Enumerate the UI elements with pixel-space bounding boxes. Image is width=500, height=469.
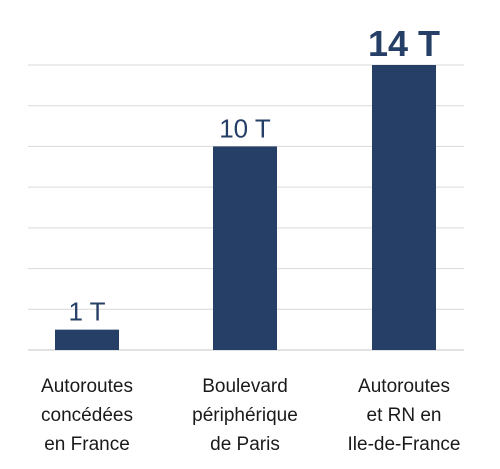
bar [213,146,277,350]
bars [55,65,436,350]
bar [55,329,119,350]
category-label: Autoroutes [358,376,450,397]
data-label: 14 T [368,23,440,64]
category-label: concédées [41,405,133,426]
data-label: 10 T [219,113,271,143]
category-label: Ile-de-France [348,434,461,455]
category-label: de Paris [210,434,280,455]
bar [372,65,436,350]
data-label: 1 T [68,297,105,327]
value-labels: 1 T 10 T 14 T [68,23,440,327]
category-label: Autoroutes [41,376,133,397]
category-labels: Autoroutes concédées en France Boulevard pér… [41,376,460,455]
category-label: et RN en [367,405,442,426]
category-label: Boulevard [202,376,288,397]
category-label: en France [44,434,130,455]
category-label: périphérique [192,405,298,426]
